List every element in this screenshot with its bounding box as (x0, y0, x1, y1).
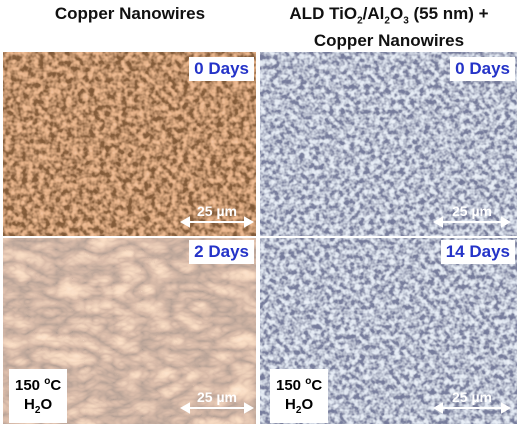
subscript: 2 (34, 405, 41, 416)
day-label: 0 Days (189, 57, 254, 81)
header-left: Copper Nanowires (54, 4, 206, 23)
subscript: 2 (384, 15, 390, 27)
superscript: o (44, 376, 51, 387)
micrograph (260, 52, 517, 236)
temperature: 150 oC (276, 372, 322, 395)
header-right: ALD TiO2/Al2O3 (55 nm) + Copper Nanowire… (258, 4, 520, 51)
day-label: 0 Days (450, 57, 515, 81)
header-line: ALD TiO2/Al2O3 (55 nm) + (258, 4, 520, 31)
text: H (24, 396, 35, 413)
text: H (285, 396, 296, 413)
text: ALD TiO (289, 4, 358, 23)
temperature: 150 oC (15, 372, 61, 395)
scale-label: 25 µm (197, 389, 237, 405)
text: 150 (276, 377, 306, 394)
condition-label: 150 oC H2O (9, 369, 68, 423)
text: O (301, 396, 314, 413)
subscript: 2 (295, 405, 302, 416)
text: C (50, 377, 62, 394)
scale-label: 25 µm (452, 203, 492, 219)
scale-label: 25 µm (197, 203, 237, 219)
medium: H2O (15, 395, 61, 420)
text: O (40, 396, 53, 413)
text: /Al (362, 4, 385, 23)
text: O (389, 4, 404, 23)
superscript: o (305, 376, 312, 387)
scale-label: 25 µm (452, 389, 492, 405)
subscript: 2 (357, 15, 363, 27)
text: (55 nm) + (408, 4, 489, 23)
day-label: 14 Days (440, 240, 515, 264)
medium: H2O (276, 395, 322, 420)
header-line: Copper Nanowires (313, 31, 465, 51)
scale-bars (179, 216, 512, 414)
text: C (311, 377, 323, 394)
micrograph (3, 52, 256, 236)
text: 150 (15, 377, 45, 394)
day-label: 2 Days (189, 240, 254, 264)
condition-label: 150 oC H2O (270, 369, 329, 423)
subscript: 3 (403, 15, 409, 27)
